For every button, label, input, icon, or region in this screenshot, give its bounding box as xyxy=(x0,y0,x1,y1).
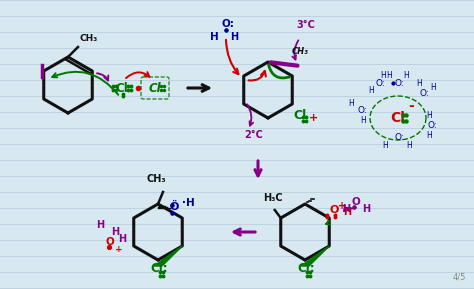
Text: CH₃: CH₃ xyxy=(146,174,166,184)
Text: H: H xyxy=(348,99,354,108)
Text: H: H xyxy=(362,204,370,214)
Text: O: O xyxy=(329,205,338,215)
Text: H: H xyxy=(368,86,374,95)
Polygon shape xyxy=(301,246,329,266)
Text: H: H xyxy=(430,83,436,92)
Text: H: H xyxy=(118,234,126,244)
Text: H: H xyxy=(96,220,104,230)
Text: 4/5: 4/5 xyxy=(453,273,466,282)
Text: O:: O: xyxy=(420,89,430,98)
Text: 2°C: 2°C xyxy=(244,130,263,140)
Text: Cl: Cl xyxy=(149,81,161,95)
Text: Ö: Ö xyxy=(170,202,179,212)
Text: O:: O: xyxy=(222,19,235,29)
Text: 3°C: 3°C xyxy=(296,20,315,30)
Text: -: - xyxy=(408,99,414,113)
Polygon shape xyxy=(154,246,182,266)
Text: H: H xyxy=(342,204,350,214)
Text: H: H xyxy=(382,141,388,150)
Text: Cl:: Cl: xyxy=(150,262,168,275)
Text: H: H xyxy=(360,116,366,125)
Text: H₃C: H₃C xyxy=(263,193,283,203)
Text: O:: O: xyxy=(358,106,368,115)
Text: O:: O: xyxy=(395,79,405,88)
Text: CH₃: CH₃ xyxy=(292,47,309,56)
Text: H: H xyxy=(210,32,219,42)
Text: H: H xyxy=(380,71,386,80)
Text: H: H xyxy=(426,111,432,120)
Text: O: O xyxy=(352,197,361,207)
Text: H: H xyxy=(230,32,238,42)
Text: H: H xyxy=(416,79,422,88)
Text: O:: O: xyxy=(376,79,386,88)
Text: H: H xyxy=(111,227,119,237)
Text: +: + xyxy=(338,201,346,211)
Text: Cl:: Cl: xyxy=(297,262,315,275)
Text: H: H xyxy=(343,207,351,217)
Text: Cl: Cl xyxy=(116,81,128,95)
Text: H: H xyxy=(406,141,412,150)
Text: H: H xyxy=(403,71,409,80)
Text: +: + xyxy=(115,245,123,254)
Text: O:: O: xyxy=(428,121,438,130)
Text: H: H xyxy=(386,71,392,80)
Text: O:: O: xyxy=(395,133,405,142)
Text: ·H: ·H xyxy=(182,198,195,208)
Text: H: H xyxy=(426,131,432,140)
Text: Cl: Cl xyxy=(293,109,307,122)
Text: O: O xyxy=(106,237,115,247)
Text: CH₃: CH₃ xyxy=(80,34,98,43)
Text: +: + xyxy=(309,113,319,123)
Text: Cl: Cl xyxy=(390,111,405,125)
